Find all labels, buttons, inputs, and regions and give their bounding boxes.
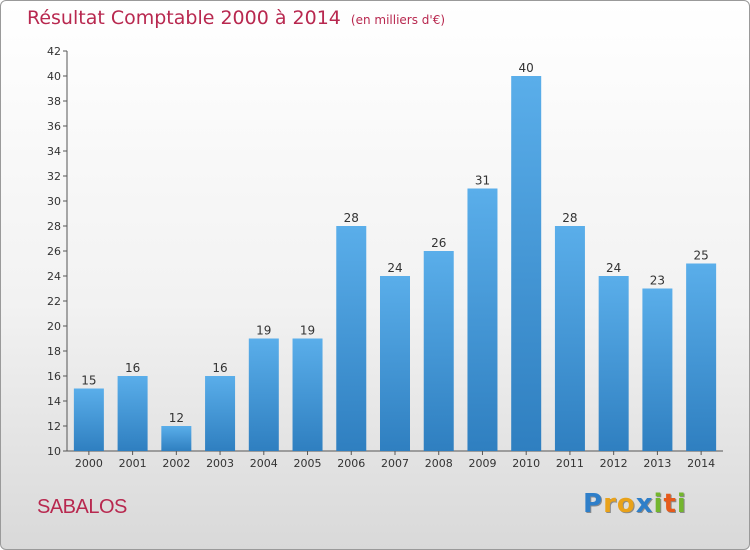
x-tick-label-2004: 2004 (250, 457, 278, 470)
chart-subtitle: (en milliers d'€) (350, 13, 446, 27)
bar-2001 (117, 376, 148, 451)
data-label-2004: 19 (256, 324, 271, 338)
x-tick-label-2010: 2010 (512, 457, 540, 470)
logo-letter: x (635, 489, 654, 519)
y-tick-label: 40 (47, 70, 61, 83)
y-tick-label: 20 (47, 320, 61, 333)
logo-letter: t (663, 489, 677, 519)
x-tick-label-2006: 2006 (337, 457, 365, 470)
town-name: SABALOS (37, 496, 127, 518)
logo-letter: i (676, 489, 687, 519)
data-label-2013: 23 (650, 274, 665, 288)
data-label-2012: 24 (606, 261, 621, 275)
x-tick-label-2007: 2007 (381, 457, 409, 470)
y-tick-label: 12 (47, 420, 61, 433)
y-tick-label: 24 (47, 270, 61, 283)
y-tick-label: 22 (47, 295, 61, 308)
y-tick-label: 32 (47, 170, 61, 183)
y-tick-label: 36 (47, 120, 61, 133)
chart-title-text: Résultat Comptable 2000 à 2014 (27, 7, 341, 29)
logo-letter: r (603, 489, 617, 519)
bar-2006 (336, 226, 367, 451)
x-tick-label-2002: 2002 (162, 457, 190, 470)
y-tick-label: 10 (47, 445, 61, 458)
x-tick-label-2009: 2009 (468, 457, 496, 470)
bar-2002 (161, 426, 192, 451)
data-label-2002: 12 (169, 411, 184, 425)
y-tick-label: 26 (47, 245, 61, 258)
bar-2014 (686, 263, 717, 451)
x-tick-label-2003: 2003 (206, 457, 234, 470)
x-tick-label-2014: 2014 (687, 457, 715, 470)
data-label-2000: 15 (81, 374, 96, 388)
y-tick-label: 16 (47, 370, 61, 383)
y-tick-label: 30 (47, 195, 61, 208)
bar-2000 (73, 388, 104, 451)
data-label-2003: 16 (212, 361, 227, 375)
data-label-2006: 28 (344, 211, 359, 225)
x-tick-label-2011: 2011 (556, 457, 584, 470)
y-tick-label: 14 (47, 395, 61, 408)
data-label-2005: 19 (300, 324, 315, 338)
proxiti-logo[interactable]: Proxiti (583, 489, 687, 519)
x-tick-label-2012: 2012 (600, 457, 628, 470)
y-tick-label: 18 (47, 345, 61, 358)
data-label-2010: 40 (519, 61, 534, 75)
bar-2005 (292, 338, 323, 451)
logo-letter: P (583, 489, 604, 519)
bar-2009 (467, 188, 498, 451)
data-label-2011: 28 (562, 211, 577, 225)
logo-letter: o (616, 489, 636, 519)
data-label-2008: 26 (431, 236, 446, 250)
data-label-2009: 31 (475, 174, 490, 188)
y-tick-label: 42 (47, 45, 61, 58)
bar-2003 (205, 376, 236, 451)
x-tick-label-2000: 2000 (75, 457, 103, 470)
x-tick-label-2013: 2013 (643, 457, 671, 470)
bar-2004 (248, 338, 279, 451)
data-label-2014: 25 (693, 249, 708, 263)
x-tick-label-2001: 2001 (119, 457, 147, 470)
logo-letter: i (653, 489, 664, 519)
data-label-2007: 24 (387, 261, 402, 275)
bar-2012 (598, 276, 629, 451)
bar-2007 (380, 276, 410, 451)
y-tick-label: 28 (47, 220, 61, 233)
x-tick-label-2008: 2008 (425, 457, 453, 470)
bar-2011 (554, 226, 585, 451)
y-tick-label: 38 (47, 95, 61, 108)
bar-2013 (642, 288, 673, 451)
data-label-2001: 16 (125, 361, 140, 375)
bars: 15 16 12 16 19 19 28 24 26 31 40 28 24 23 25 (73, 61, 717, 451)
x-tick-label-2005: 2005 (294, 457, 322, 470)
bar-2008 (423, 251, 454, 451)
y-tick-label: 34 (47, 145, 61, 158)
bar-2010 (511, 76, 542, 451)
chart-title: Résultat Comptable 2000 à 2014 (en millie… (27, 7, 445, 29)
